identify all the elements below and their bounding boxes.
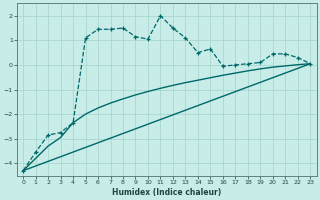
X-axis label: Humidex (Indice chaleur): Humidex (Indice chaleur) <box>112 188 221 197</box>
